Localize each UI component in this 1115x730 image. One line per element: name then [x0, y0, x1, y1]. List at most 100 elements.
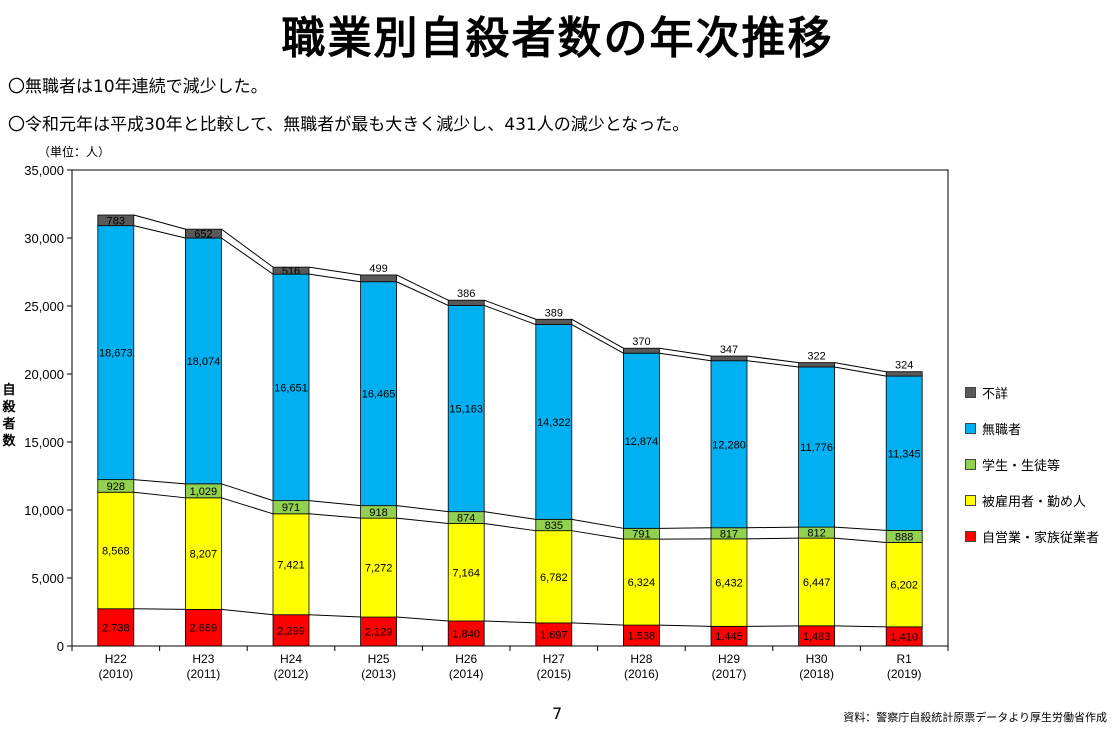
bar-segment	[184, 497, 222, 610]
data-label: 6,324	[628, 577, 656, 589]
data-label: 18,074	[187, 356, 221, 368]
x-tick-label: H30	[806, 652, 828, 666]
series-connector-line	[484, 523, 536, 532]
bar-segment	[272, 273, 310, 502]
bar-segment	[885, 371, 923, 377]
x-tick-year: (2011)	[187, 667, 221, 681]
data-label: 6,782	[540, 572, 568, 584]
series-connector-line	[571, 318, 624, 349]
series-connector-line	[484, 299, 536, 320]
bar-segment	[447, 620, 485, 647]
data-label: 14,322	[537, 417, 571, 429]
series-connector-line	[659, 527, 712, 529]
source-note: 資料：警察庁自殺統計原票データより厚生労働省作成	[843, 711, 1107, 724]
data-label: 1,840	[452, 628, 480, 640]
data-label: 499	[369, 263, 387, 275]
data-label: 11,345	[888, 448, 921, 460]
legend-item: 無職者	[965, 419, 1021, 438]
note-1: 〇無職者は10年連続で減少した。	[8, 77, 268, 97]
y-axis-label-char: 者	[2, 417, 16, 432]
data-label: 791	[632, 529, 650, 541]
data-label: 783	[107, 215, 125, 227]
data-label: 11,776	[800, 442, 833, 454]
x-tick-label: H27	[543, 652, 565, 666]
legend-item: 自営業・家族従業者	[965, 527, 1099, 546]
bar-segment	[447, 299, 485, 306]
legend-label: 無職者	[982, 423, 1022, 438]
data-label: 928	[107, 481, 125, 493]
bar-segment	[623, 538, 660, 626]
y-axis-label-char: 自	[2, 383, 16, 398]
x-tick-label: H24	[280, 652, 302, 666]
bar-segment	[535, 324, 573, 520]
data-label: 18,673	[99, 348, 133, 360]
bar-segment	[360, 616, 398, 647]
y-axis-label-char: 数	[2, 434, 16, 449]
x-tick-year: (2015)	[536, 667, 571, 681]
series-connector-line	[396, 505, 449, 513]
bar-segment	[885, 375, 923, 531]
legend-swatch	[965, 423, 976, 434]
legend-label: 自営業・家族従業者	[982, 531, 1100, 546]
series-connector-line	[221, 497, 274, 515]
data-label: 1,538	[628, 631, 656, 643]
bar-segment	[710, 355, 748, 362]
data-label: 971	[282, 502, 300, 514]
series-connector-line	[133, 491, 186, 499]
bar-segment	[447, 523, 485, 622]
bar-segment	[97, 491, 135, 610]
page-title: 職業別自殺者数の年次推移	[281, 13, 834, 64]
series-connector-line	[133, 608, 186, 610]
bar-segment	[360, 517, 398, 618]
series-connector-line	[133, 479, 186, 485]
data-label: 835	[545, 520, 563, 532]
bar-segment	[623, 352, 660, 529]
data-label: 7,272	[365, 563, 393, 575]
series-connector-line	[834, 362, 887, 373]
x-tick-year: (2017)	[712, 667, 747, 681]
series-connector-line	[221, 483, 274, 502]
bar-segment	[623, 347, 660, 354]
x-tick-year: (2016)	[624, 667, 659, 681]
series-connector-line	[746, 625, 799, 627]
y-tick-label: 20,000	[24, 367, 64, 382]
series-connector-line	[659, 624, 712, 627]
data-label: 370	[632, 336, 650, 348]
series-connector-line	[834, 526, 887, 531]
series-connector-line	[221, 228, 274, 268]
legend-item: 不詳	[965, 383, 1008, 402]
data-label: 16,465	[362, 389, 396, 401]
data-label: 1,029	[190, 486, 218, 498]
bar-segment	[97, 214, 135, 227]
series-connector-line	[221, 608, 274, 616]
bar-segment	[535, 318, 573, 325]
y-tick-label: 35,000	[24, 163, 64, 178]
bar-segment	[798, 362, 835, 368]
series-connector-line	[396, 281, 449, 306]
series-connector-line	[746, 360, 799, 368]
data-label: 16,651	[274, 382, 308, 394]
series-connector-line	[484, 620, 536, 624]
bar-segment	[447, 305, 485, 513]
data-label: 888	[895, 531, 913, 543]
legend-swatch	[965, 387, 976, 398]
data-label: 1,697	[540, 629, 568, 641]
y-axis-label-char: 殺	[2, 400, 16, 415]
series-connector-line	[308, 513, 361, 519]
x-tick-label: H26	[455, 652, 477, 666]
data-label: 7,164	[452, 567, 480, 579]
series-connector-line	[571, 530, 624, 540]
legend-label: 被雇用者・勤め人	[982, 495, 1087, 510]
bar-segment	[184, 228, 222, 239]
data-label: 6,447	[803, 577, 831, 589]
series-connector-line	[659, 347, 712, 357]
data-label: 6,432	[715, 578, 743, 590]
series-connector-line	[396, 517, 449, 525]
data-label: 8,207	[190, 549, 218, 561]
data-label: 1,483	[803, 631, 831, 643]
bar-segment	[272, 513, 310, 616]
series-connector-line	[571, 324, 624, 354]
data-label: 652	[194, 229, 212, 241]
legend-swatch	[965, 531, 976, 542]
